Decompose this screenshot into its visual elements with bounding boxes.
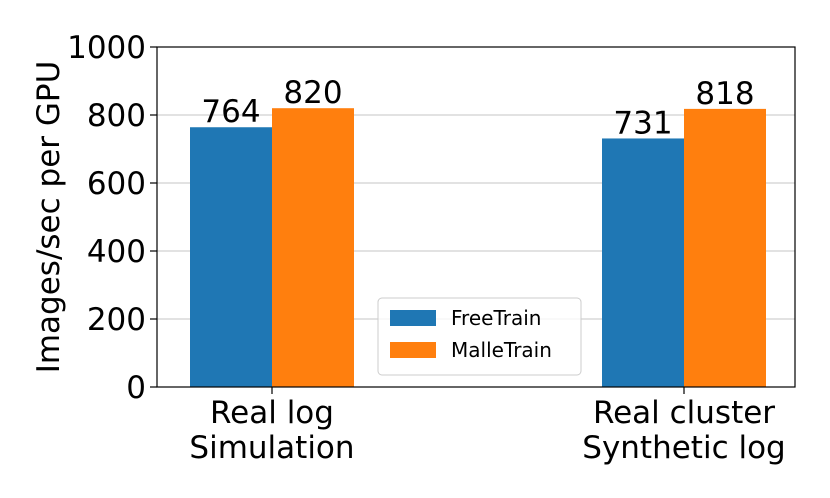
- y-tick-label: 400: [87, 234, 146, 270]
- plot-frame: [156, 46, 796, 388]
- x-axis: Real log Simulation Real cluster Synthetic …: [189, 387, 786, 466]
- legend-swatch: [390, 342, 436, 358]
- bars: [190, 108, 766, 388]
- bar-malletrain-1: [272, 108, 354, 387]
- data-labels: 764 731 820 818: [201, 75, 754, 141]
- data-label: 820: [283, 75, 342, 111]
- y-tick-label: 200: [87, 302, 146, 338]
- x-tick-label: Real log Simulation: [189, 395, 354, 466]
- legend-label: FreeTrain: [451, 306, 541, 330]
- bar-malletrain-2: [684, 108, 766, 387]
- legend: FreeTrain MalleTrain: [377, 297, 582, 376]
- y-tick-label: 1000: [67, 30, 146, 66]
- bar-freetrain-1: [190, 127, 272, 388]
- legend-swatch: [390, 310, 436, 326]
- y-tick-label: 600: [87, 166, 146, 202]
- x-tick-label: Real cluster Synthetic log: [582, 395, 785, 466]
- legend-label: MalleTrain: [451, 338, 552, 362]
- y-tick-label: 800: [87, 98, 146, 134]
- data-label: 818: [695, 76, 754, 112]
- y-axis: 0 200 400 600 800 1000: [67, 30, 157, 406]
- data-label: 764: [201, 94, 260, 130]
- y-tick-label: 0: [126, 370, 146, 406]
- y-axis-label: Images/sec per GPU: [31, 61, 67, 374]
- bar-freetrain-2: [602, 138, 684, 387]
- data-label: 731: [613, 105, 672, 141]
